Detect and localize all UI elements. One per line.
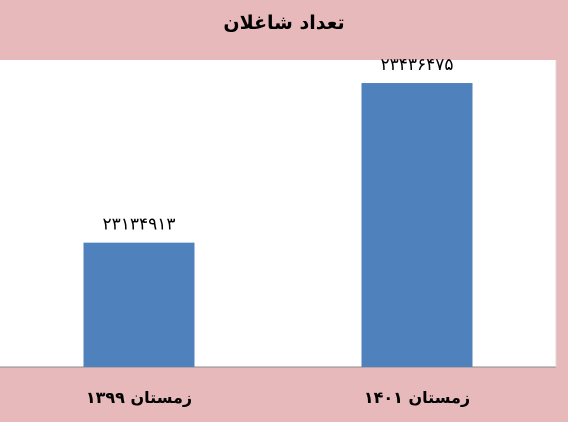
plot-background xyxy=(0,60,556,367)
bar-value-label-1: ۲۳۱۳۴۹۱۳ xyxy=(102,215,175,235)
bar-2 xyxy=(361,83,473,367)
bar-value-label-2: ۲۳۴۳۶۴۷۵ xyxy=(380,55,453,75)
bar-1 xyxy=(83,242,195,367)
bars-group: ۲۳۱۳۴۹۱۳ زمستان ۱۳۹۹ ۲۳۴۳۶۴۷۵ زمستان ۱۴۰۱ xyxy=(83,55,473,407)
category-label-2: زمستان ۱۴۰۱ xyxy=(364,388,470,407)
category-label-1: زمستان ۱۳۹۹ xyxy=(86,388,192,407)
chart-title: تعداد شاغلان xyxy=(223,12,345,34)
